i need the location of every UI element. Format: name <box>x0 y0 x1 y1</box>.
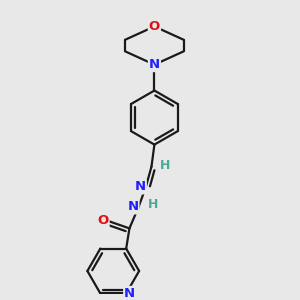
Text: H: H <box>160 159 170 172</box>
Text: N: N <box>124 287 135 300</box>
Text: H: H <box>148 198 158 212</box>
Text: N: N <box>135 180 146 194</box>
Text: O: O <box>149 20 160 33</box>
Text: N: N <box>128 200 139 213</box>
Text: N: N <box>149 58 160 71</box>
Text: O: O <box>97 214 109 226</box>
